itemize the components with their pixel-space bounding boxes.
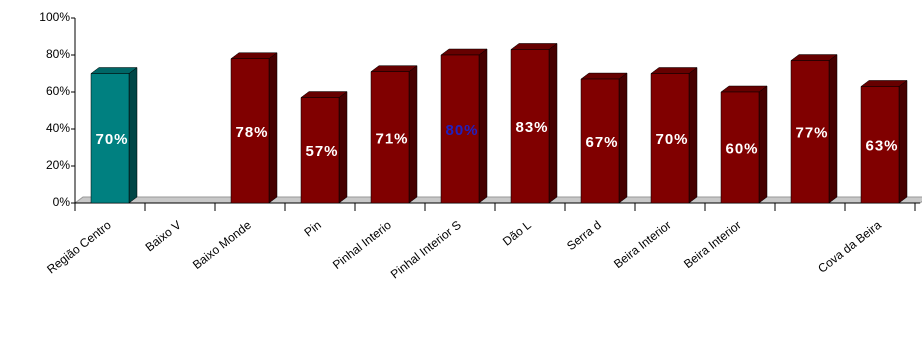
bar [90, 67, 138, 204]
value-label: 80% [445, 122, 478, 139]
bar-side [828, 54, 838, 204]
bar [650, 67, 698, 204]
bar-side [758, 85, 768, 204]
x-tick-label: Cova da Beira [815, 218, 884, 276]
bar [580, 72, 628, 204]
bar [510, 42, 558, 204]
x-tick-label: Beira Interior [611, 218, 674, 271]
value-label: 77% [795, 125, 828, 142]
value-label: 70% [95, 131, 128, 148]
bar [370, 65, 418, 204]
bar-top [650, 67, 698, 74]
x-tick-label: Baixo Monde [190, 218, 254, 272]
bar-front [370, 71, 410, 204]
bar [440, 48, 488, 204]
value-label: 71% [375, 130, 408, 147]
bar-side [688, 67, 698, 204]
bar-side [268, 52, 278, 204]
x-tick-label: Pinhal Interior S [388, 218, 464, 282]
y-tick-label: 0% [53, 195, 71, 209]
bar-front [300, 97, 340, 204]
bar [720, 85, 768, 204]
bar-front [790, 60, 830, 204]
bar-side [898, 79, 908, 204]
x-tick-label: Pinhal Interio [330, 218, 394, 272]
y-tick-label: 40% [46, 121, 70, 135]
bar-side [128, 67, 138, 204]
x-tick-label: Serra d [564, 218, 604, 253]
bar-front [510, 49, 550, 204]
bar-top [510, 43, 558, 50]
bar-front [860, 86, 900, 204]
bar-top [580, 72, 628, 80]
value-label: 83% [515, 119, 548, 136]
x-tick-label: Baixo V [143, 218, 184, 254]
y-tick-label: 20% [46, 158, 70, 172]
value-label: 63% [865, 138, 898, 155]
bar-top [90, 67, 138, 74]
bar-side [408, 65, 418, 204]
bar [790, 54, 838, 204]
value-label: 67% [585, 134, 618, 151]
bar-side [548, 42, 558, 204]
bar [300, 91, 348, 204]
y-tick-label: 60% [46, 84, 70, 98]
bar-top [230, 52, 278, 59]
bar-top [790, 54, 838, 61]
x-tick-label: Beira Interior [681, 218, 744, 271]
bar-front [580, 78, 620, 204]
x-tick-label: Pin [302, 218, 324, 240]
bar-side [478, 48, 488, 204]
y-tick-label: 80% [46, 47, 70, 61]
bar [230, 52, 278, 204]
bar-side [618, 72, 628, 204]
bar-front [440, 54, 480, 204]
bar-top [860, 80, 908, 87]
value-label: 78% [235, 124, 268, 141]
value-label: 70% [655, 131, 688, 148]
value-label: 57% [305, 143, 338, 160]
bar-top [370, 65, 418, 72]
bar-front [650, 73, 690, 204]
bar-front [90, 73, 130, 204]
bar-side [338, 91, 348, 204]
x-tick-label: Região Centro [44, 218, 114, 277]
bar [860, 79, 908, 204]
bar-front [720, 91, 760, 204]
bar-front [230, 58, 270, 204]
value-label: 60% [725, 140, 758, 157]
y-tick-label: 100% [39, 10, 70, 24]
bar-top [720, 85, 768, 93]
bar-top [440, 48, 488, 56]
x-tick-label: Dão L [500, 218, 534, 249]
bar-top [300, 91, 348, 98]
